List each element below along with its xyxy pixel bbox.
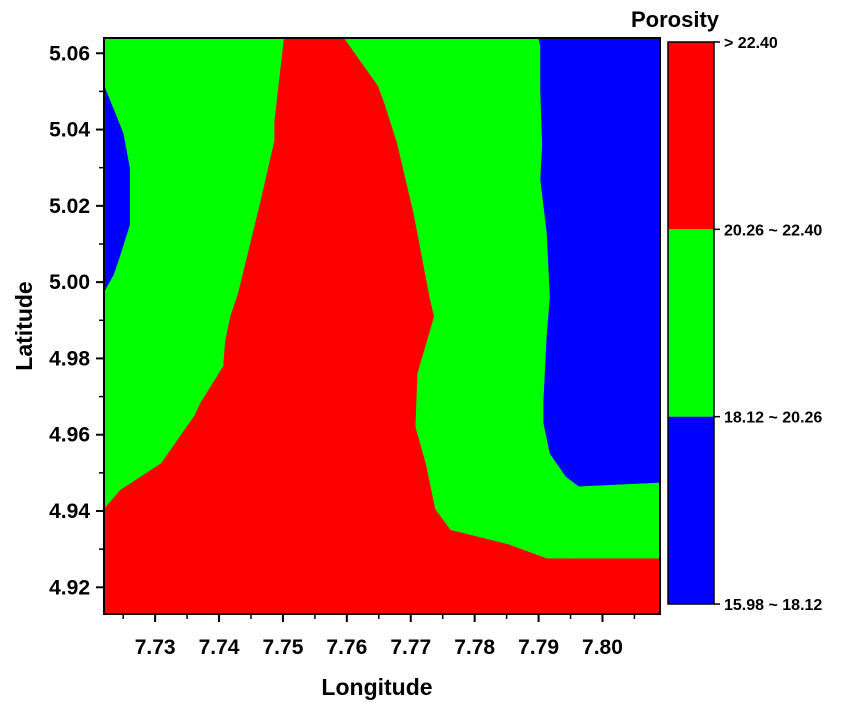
y-tick-label: 5.06 <box>49 42 90 65</box>
legend-swatch <box>668 416 714 604</box>
legend-label: 15.98 ~ 18.12 <box>724 597 822 614</box>
blue-zone-left <box>104 85 130 293</box>
legend-label: > 22.40 <box>724 35 778 52</box>
x-tick-label: 7.78 <box>454 636 495 659</box>
legend: Porosity > 22.40 20.26 ~ 22.40 18.12 ~ 20.… <box>631 7 822 614</box>
y-tick-label: 5.02 <box>49 195 90 218</box>
y-tick-label: 5.04 <box>49 119 90 142</box>
x-tick-label: 7.80 <box>582 636 623 659</box>
x-axis-title: Longitude <box>321 674 432 700</box>
y-tick-label: 4.98 <box>49 347 90 370</box>
x-axis-ticks: 7.73 7.74 7.75 7.76 7.77 7.78 7.79 7.80 <box>122 614 636 659</box>
x-tick-label: 7.76 <box>326 636 367 659</box>
legend-title: Porosity <box>631 7 720 32</box>
y-tick-label: 5.00 <box>49 271 90 294</box>
x-tick-label: 7.73 <box>135 636 176 659</box>
y-tick-label: 4.94 <box>49 500 90 523</box>
blue-zone-right <box>538 38 660 487</box>
legend-swatch <box>668 42 714 230</box>
y-tick-label: 4.96 <box>49 424 90 447</box>
legend-label: 20.26 ~ 22.40 <box>724 222 822 239</box>
legend-frame <box>667 41 715 605</box>
legend-swatch <box>668 229 714 417</box>
x-tick-label: 7.77 <box>390 636 431 659</box>
red-zone <box>104 38 660 614</box>
x-tick-label: 7.79 <box>518 636 559 659</box>
contour-regions <box>104 38 660 614</box>
x-tick-label: 7.74 <box>199 636 240 659</box>
y-tick-label: 4.92 <box>49 576 90 599</box>
plot-frame <box>103 37 661 615</box>
y-axis-title: Latitude <box>11 281 37 370</box>
legend-label: 18.12 ~ 20.26 <box>724 410 822 427</box>
x-tick-label: 7.75 <box>263 636 304 659</box>
y-axis-ticks: 4.92 4.94 4.96 4.98 5.00 5.02 5.04 5.06 <box>49 42 104 599</box>
